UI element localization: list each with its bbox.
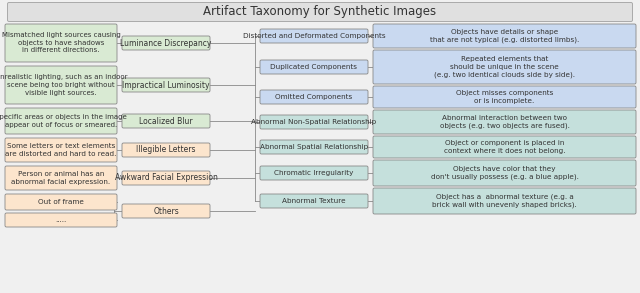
- Text: Abnormal Texture: Abnormal Texture: [282, 198, 346, 204]
- Text: Abnormal Non-Spatial Relationship: Abnormal Non-Spatial Relationship: [252, 119, 376, 125]
- Text: Object has a  abnormal texture (e.g. a
brick wall with unevenly shaped bricks).: Object has a abnormal texture (e.g. a br…: [432, 194, 577, 208]
- FancyBboxPatch shape: [5, 24, 117, 62]
- FancyBboxPatch shape: [373, 110, 636, 134]
- Text: Mismatched light sources causing
objects to have shadows
in different directions: Mismatched light sources causing objects…: [2, 33, 120, 54]
- Text: Chromatic Irregularity: Chromatic Irregularity: [275, 170, 354, 176]
- Text: Specific areas or objects in the image
appear out of focus or smeared.: Specific areas or objects in the image a…: [0, 114, 127, 128]
- Text: Artifact Taxonomy for Synthetic Images: Artifact Taxonomy for Synthetic Images: [204, 6, 436, 18]
- FancyBboxPatch shape: [373, 136, 636, 158]
- FancyBboxPatch shape: [8, 3, 632, 21]
- Text: Unrealistic lighting, such as an indoor
scene being too bright without
visible l: Unrealistic lighting, such as an indoor …: [0, 74, 127, 96]
- FancyBboxPatch shape: [5, 213, 117, 227]
- FancyBboxPatch shape: [260, 166, 368, 180]
- FancyBboxPatch shape: [5, 194, 117, 210]
- FancyBboxPatch shape: [373, 24, 636, 48]
- FancyBboxPatch shape: [122, 78, 210, 92]
- Text: Objects have details or shape
that are not typical (e.g. distorted limbs).: Objects have details or shape that are n…: [430, 29, 579, 43]
- FancyBboxPatch shape: [260, 115, 368, 129]
- Text: Duplicated Components: Duplicated Components: [271, 64, 358, 70]
- Text: Person or animal has an
abnormal facial expression.: Person or animal has an abnormal facial …: [12, 171, 111, 185]
- FancyBboxPatch shape: [373, 50, 636, 84]
- FancyBboxPatch shape: [373, 160, 636, 186]
- FancyBboxPatch shape: [373, 188, 636, 214]
- Text: Omitted Components: Omitted Components: [275, 94, 353, 100]
- FancyBboxPatch shape: [260, 90, 368, 104]
- FancyBboxPatch shape: [5, 108, 117, 134]
- Text: Impractical Luminosity: Impractical Luminosity: [122, 81, 210, 89]
- Text: Illegible Letters: Illegible Letters: [136, 146, 196, 154]
- FancyBboxPatch shape: [122, 114, 210, 128]
- Text: Others: Others: [153, 207, 179, 215]
- Text: Abnormal interaction between two
objects (e.g. two objects are fused).: Abnormal interaction between two objects…: [440, 115, 570, 129]
- FancyBboxPatch shape: [373, 86, 636, 108]
- Text: Object misses components
or is incomplete.: Object misses components or is incomplet…: [456, 90, 553, 104]
- FancyBboxPatch shape: [5, 166, 117, 190]
- Text: Abnormal Spatial Relationship: Abnormal Spatial Relationship: [260, 144, 368, 150]
- FancyBboxPatch shape: [260, 29, 368, 43]
- FancyBboxPatch shape: [122, 204, 210, 218]
- FancyBboxPatch shape: [5, 66, 117, 104]
- FancyBboxPatch shape: [122, 36, 210, 50]
- Text: .....: .....: [56, 217, 67, 223]
- FancyBboxPatch shape: [122, 143, 210, 157]
- FancyBboxPatch shape: [260, 140, 368, 154]
- Text: Localized Blur: Localized Blur: [139, 117, 193, 125]
- Text: Luminance Discrepancy: Luminance Discrepancy: [120, 38, 212, 47]
- Text: Out of frame: Out of frame: [38, 199, 84, 205]
- FancyBboxPatch shape: [5, 138, 117, 162]
- Text: Objects have color that they
don't usually possess (e.g. a blue apple).: Objects have color that they don't usual…: [431, 166, 579, 180]
- FancyBboxPatch shape: [122, 171, 210, 185]
- Text: Object or component is placed in
context where it does not belong.: Object or component is placed in context…: [444, 140, 565, 154]
- Text: Some letters or text elements
are distorted and hard to read.: Some letters or text elements are distor…: [5, 143, 116, 157]
- FancyBboxPatch shape: [260, 60, 368, 74]
- FancyBboxPatch shape: [260, 194, 368, 208]
- Text: Awkward Facial Expression: Awkward Facial Expression: [115, 173, 218, 183]
- Text: Repeated elements that
should be unique in the scene
(e.g. two identical clouds : Repeated elements that should be unique …: [434, 56, 575, 78]
- Text: Distorted and Deformated Components: Distorted and Deformated Components: [243, 33, 385, 39]
